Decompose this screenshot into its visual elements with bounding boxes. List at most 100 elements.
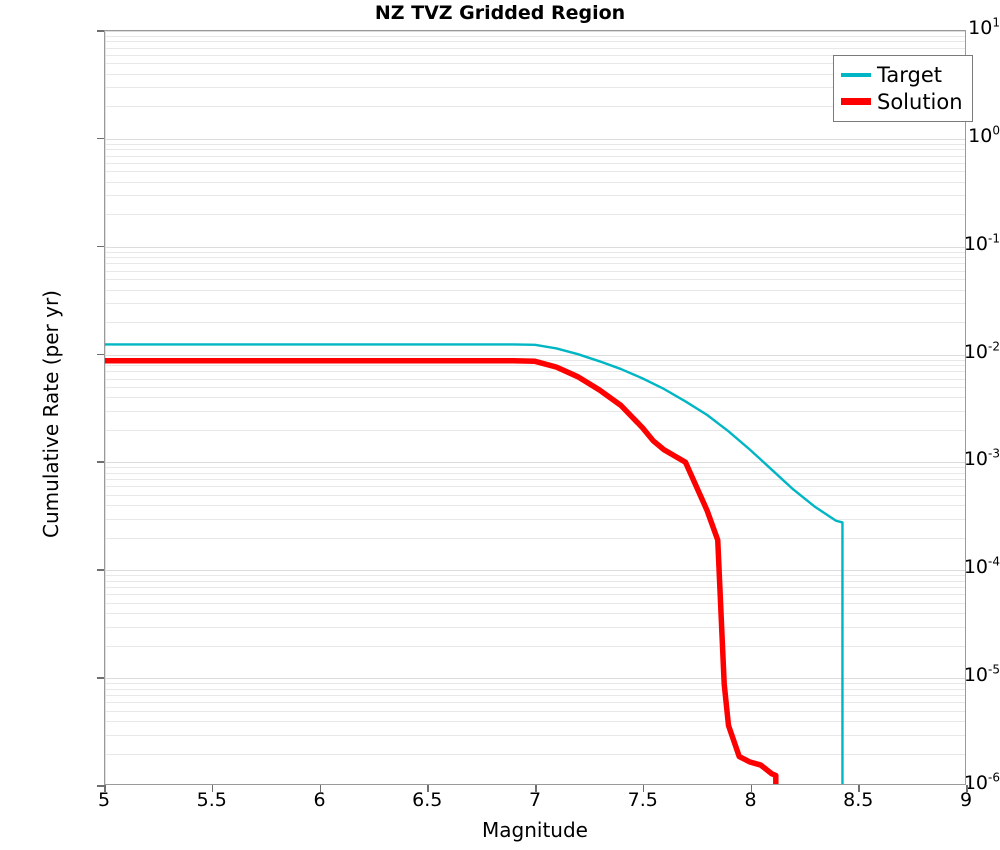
gridline-horizontal: [105, 149, 965, 151]
x-tick-label: 7.5: [627, 789, 658, 811]
x-tick-label: 7: [528, 789, 542, 811]
legend-label-solution: Solution: [877, 89, 963, 114]
x-tick-label: 8.5: [843, 789, 874, 811]
x-tick-label: 9: [959, 789, 973, 811]
series-line-target: [105, 343, 844, 784]
gridline-horizontal: [105, 31, 965, 32]
gridline-horizontal: [105, 138, 965, 140]
gridline-horizontal: [105, 467, 965, 469]
gridline-horizontal: [105, 73, 965, 75]
x-tick-mark: [858, 785, 860, 792]
gridline-horizontal: [105, 162, 965, 164]
y-tick-mark: [97, 137, 104, 140]
gridline-horizontal: [105, 354, 965, 356]
legend-swatch-target-icon: [841, 72, 871, 77]
gridline-horizontal: [105, 683, 965, 685]
x-tick-mark: [104, 785, 106, 792]
gridline-horizontal: [105, 47, 965, 49]
x-tick-mark: [319, 785, 321, 792]
gridline-horizontal: [105, 279, 965, 281]
gridline-horizontal: [105, 702, 965, 704]
legend-item-solution[interactable]: Solution: [841, 88, 963, 115]
gridline-horizontal: [105, 602, 965, 604]
gridline-horizontal: [105, 570, 965, 572]
gridline-horizontal: [105, 251, 965, 253]
y-tick-label: 10-4: [963, 554, 1000, 579]
x-tick-mark: [427, 785, 429, 792]
gridline-horizontal: [105, 537, 965, 539]
gridline-horizontal: [105, 155, 965, 157]
gridline-horizontal: [105, 472, 965, 474]
x-tick-mark: [535, 785, 537, 792]
y-tick-label: 10-3: [963, 447, 1000, 471]
y-tick-mark: [97, 785, 104, 787]
gridline-horizontal: [105, 575, 965, 577]
gridline-horizontal: [105, 613, 965, 615]
gridline-horizontal: [105, 678, 965, 680]
gridline-horizontal: [105, 505, 965, 507]
gridline-horizontal: [105, 429, 965, 431]
gridline-horizontal: [105, 694, 965, 696]
gridline-horizontal: [105, 371, 965, 373]
x-tick-mark: [211, 785, 214, 792]
gridline-horizontal: [105, 645, 965, 647]
gridline-horizontal: [105, 263, 965, 265]
gridline-horizontal: [105, 410, 965, 412]
x-tick-label: 5: [97, 789, 111, 811]
gridline-horizontal: [105, 586, 965, 588]
gridline-horizontal: [105, 518, 965, 520]
gridline-horizontal: [105, 303, 965, 305]
x-tick-mark: [750, 785, 752, 792]
gridline-horizontal: [105, 486, 965, 488]
y-tick-mark: [97, 677, 104, 679]
x-axis-label: Magnitude: [482, 818, 588, 842]
gridline-horizontal: [105, 479, 965, 481]
y-tick-label: 10-5: [963, 662, 1000, 687]
plot-area: [104, 30, 966, 785]
y-tick-label: 10-2: [963, 339, 1000, 363]
series-line-solution: [105, 358, 779, 784]
gridline-horizontal: [105, 181, 965, 183]
gridline-horizontal: [105, 378, 965, 380]
gridline-horizontal: [105, 753, 965, 755]
gridline-horizontal: [105, 171, 965, 173]
gridline-horizontal: [105, 462, 965, 464]
gridline-horizontal: [105, 87, 965, 89]
gridline-horizontal: [105, 106, 965, 108]
gridline-horizontal: [105, 734, 965, 736]
legend-item-target[interactable]: Target: [841, 61, 963, 88]
gridline-horizontal: [105, 721, 965, 723]
gridline-horizontal: [105, 270, 965, 272]
legend-swatch-solution-icon: [841, 98, 871, 105]
gridline-horizontal: [105, 322, 965, 324]
gridline-horizontal: [105, 54, 965, 56]
gridline-horizontal: [105, 626, 965, 628]
y-axis-label: Cumulative Rate (per yr): [39, 290, 63, 538]
gridline-horizontal: [105, 365, 965, 367]
gridline-horizontal: [105, 580, 965, 582]
x-tick-label: 8: [744, 789, 757, 811]
y-tick-label: 10-1: [963, 231, 1000, 255]
gridline-horizontal: [105, 688, 965, 690]
legend: Target Solution: [833, 55, 973, 122]
y-tick-mark: [97, 353, 104, 356]
gridline-horizontal: [105, 494, 965, 496]
y-tick-mark: [97, 30, 104, 32]
gridline-horizontal: [105, 63, 965, 65]
y-tick-mark: [97, 245, 104, 248]
gridline-vertical: [105, 31, 106, 784]
gridline-horizontal: [105, 289, 965, 291]
gridline-horizontal: [105, 387, 965, 389]
x-tick-label: 6.5: [412, 789, 443, 811]
gridline-horizontal: [105, 41, 965, 43]
gridline-horizontal: [105, 257, 965, 259]
page-title: NZ TVZ Gridded Region: [374, 2, 626, 24]
series-lines: [105, 343, 844, 784]
gridline-horizontal: [105, 195, 965, 197]
legend-label-target: Target: [877, 62, 942, 87]
gridline-horizontal: [105, 143, 965, 145]
gridline-horizontal: [105, 246, 965, 248]
x-tick-mark: [966, 785, 968, 792]
y-tick-label: 101: [968, 15, 1000, 39]
gridline-horizontal: [105, 214, 965, 216]
